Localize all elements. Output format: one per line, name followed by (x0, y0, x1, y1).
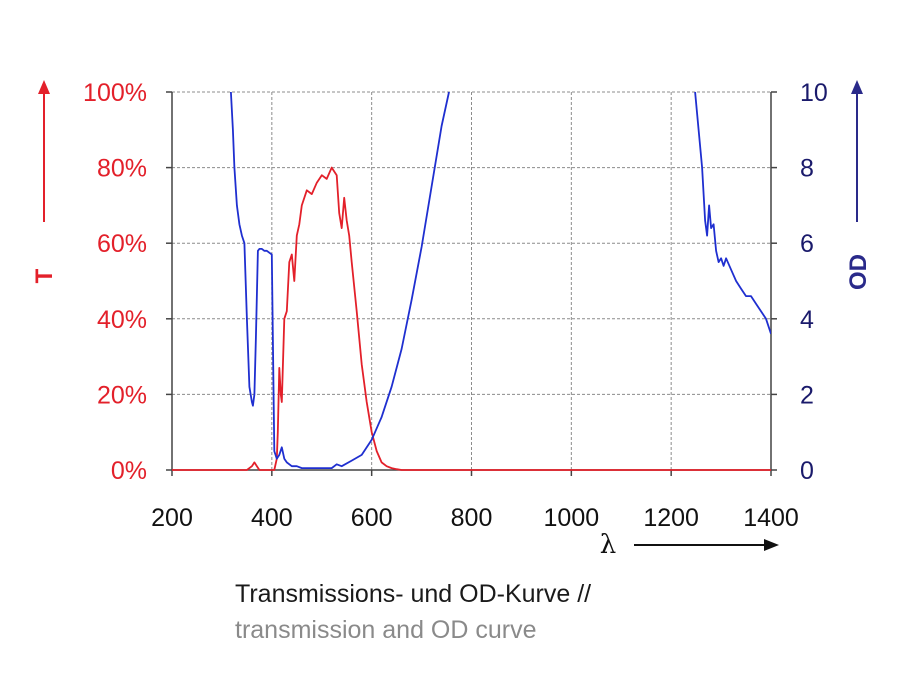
grid (172, 91, 771, 470)
left-tick-label: 100% (83, 79, 147, 107)
caption-subtitle: transmission and OD curve (235, 616, 537, 644)
right-tick-label: 2 (800, 381, 814, 409)
transmission-line (172, 166, 771, 471)
left-axis-title: T (31, 268, 58, 283)
right-axis-title: OD (845, 254, 872, 290)
x-tick-label: 1200 (643, 504, 699, 532)
left-tick-label: 40% (97, 306, 147, 334)
right-axis-title-group: OD (845, 80, 872, 290)
x-tick-label: 800 (451, 504, 493, 532)
right-tick-label: 4 (800, 306, 814, 334)
right-tick-label: 10 (800, 79, 828, 107)
right-axis-arrow-icon (851, 80, 863, 94)
x-axis-arrow-icon (764, 539, 779, 551)
x-tick-label: 1000 (544, 504, 600, 532)
x-tick-label: 600 (351, 504, 393, 532)
x-tick-label: 1400 (743, 504, 799, 532)
left-tick-label: 0% (111, 457, 147, 485)
caption-title: Transmissions- und OD-Kurve // (235, 580, 592, 608)
tick-marks (166, 91, 777, 476)
left-tick-label: 60% (97, 230, 147, 258)
left-axis-title-group: T (31, 80, 58, 283)
x-axis-title: λ (600, 530, 616, 560)
x-tick-label: 400 (251, 504, 293, 532)
od-line (694, 91, 771, 335)
left-tick-label: 80% (97, 155, 147, 183)
tick-labels: 200 400 600 800 1000 1200 1400 0% 20% 40% 60% 80% 10… (83, 79, 828, 532)
left-tick-label: 20% (97, 381, 147, 409)
right-tick-label: 6 (800, 230, 814, 258)
right-tick-label: 8 (800, 155, 814, 183)
right-tick-label: 0 (800, 457, 814, 485)
series (172, 91, 771, 471)
x-axis-title-group: λ (600, 530, 779, 560)
transmission-series (172, 166, 771, 471)
x-tick-label: 200 (151, 504, 193, 532)
od-line (230, 91, 450, 469)
left-axis-arrow-icon (38, 80, 50, 94)
od-series (230, 91, 771, 469)
